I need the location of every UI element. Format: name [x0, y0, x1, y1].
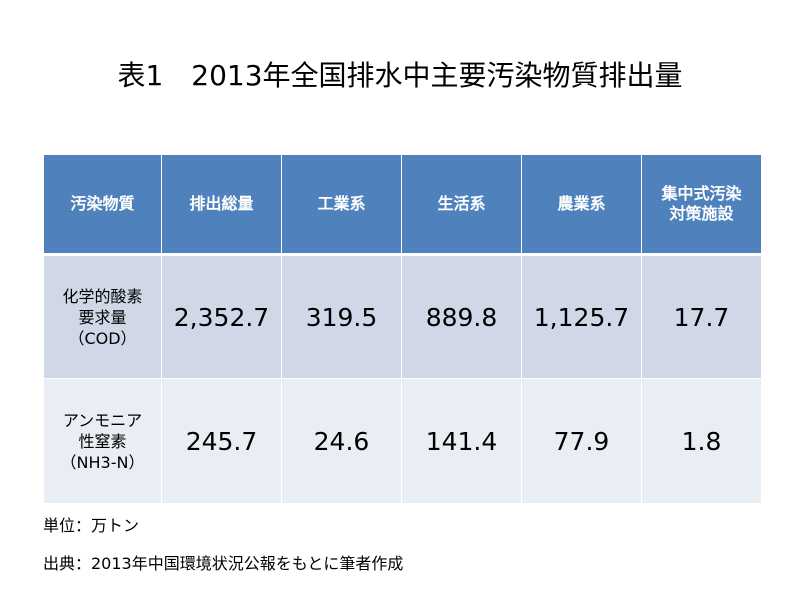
unit-note: 単位：万トン [43, 516, 140, 535]
row-label-line: アンモニア [62, 410, 143, 430]
header-total: 排出総量 [161, 155, 282, 256]
page-title: 表1 2013年全国排水中主要汚染物質排出量 [117, 59, 683, 92]
header-centralized-line1: 集中式汚染 [661, 184, 742, 203]
cell-domestic: 141.4 [401, 378, 522, 503]
table-header-row: 汚染物質 排出総量 工業系 生活系 農業系 集中式汚染 対策施設 [43, 155, 762, 256]
row-label-line: 要求量 [78, 307, 127, 327]
cell-domestic: 889.8 [401, 254, 522, 379]
row-label-line: （NH3-N） [60, 452, 145, 472]
cell-centralized: 17.7 [641, 254, 762, 379]
table-row: アンモニア 性窒素 （NH3-N） 245.7 24.6 141.4 77.9 … [43, 378, 762, 503]
header-domestic: 生活系 [401, 155, 522, 256]
cell-agricultural: 1,125.7 [521, 254, 642, 379]
header-centralized: 集中式汚染 対策施設 [641, 155, 762, 256]
cell-total: 2,352.7 [161, 254, 282, 379]
cell-agricultural: 77.9 [521, 378, 642, 503]
source-note: 出典：2013年中国環境状況公報をもとに筆者作成 [43, 554, 404, 573]
header-centralized-line2: 対策施設 [669, 204, 734, 223]
cell-total: 245.7 [161, 378, 282, 503]
header-agricultural: 農業系 [521, 155, 642, 256]
cell-centralized: 1.8 [641, 378, 762, 503]
header-industrial: 工業系 [281, 155, 402, 256]
row-label-cod: 化学的酸素 要求量 （COD） [43, 254, 162, 379]
cell-industrial: 319.5 [281, 254, 402, 379]
row-label-line: 化学的酸素 [62, 286, 143, 306]
row-label-line: 性窒素 [78, 431, 127, 451]
row-label-ammonia: アンモニア 性窒素 （NH3-N） [43, 378, 162, 503]
row-label-line: （COD） [68, 328, 137, 348]
cell-industrial: 24.6 [281, 378, 402, 503]
header-pollutant: 汚染物質 [43, 155, 162, 256]
pollutant-table: 汚染物質 排出総量 工業系 生活系 農業系 集中式汚染 対策施設 化学的酸素 要… [43, 155, 762, 503]
table-row: 化学的酸素 要求量 （COD） 2,352.7 319.5 889.8 1,12… [43, 254, 762, 379]
